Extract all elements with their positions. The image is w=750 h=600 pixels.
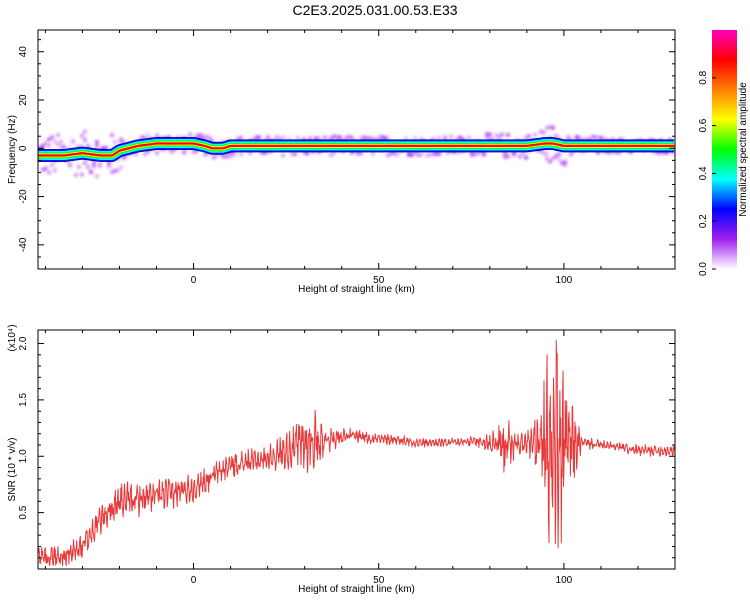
top-x-axis-label: Height of straight line (km)	[298, 284, 415, 295]
colorbar-tick-label: 0.0	[698, 262, 709, 276]
top-x-tick-label: 100	[556, 275, 573, 286]
bottom-x-tick-label: 100	[556, 575, 573, 586]
top-x-tick-label: 50	[373, 275, 385, 286]
colorbar-tick-label: 0.2	[698, 214, 709, 228]
top-y-tick-label: 40	[18, 46, 29, 58]
top-y-tick-label: 20	[18, 94, 29, 106]
colorbar-tick-label: 0.8	[698, 70, 709, 84]
bottom-y-tick-label: 1.5	[18, 393, 29, 407]
top-y-tick-label: 0	[18, 145, 29, 151]
bottom-x-tick-label: 0	[191, 575, 197, 586]
colorbar-tick-label: 0.4	[698, 166, 709, 180]
bottom-y-tick-label: 2.0	[18, 336, 29, 350]
colorbar-tick-label: 0.6	[698, 118, 709, 132]
figure-title: C2E3.2025.031.00.53.E33	[292, 2, 458, 18]
ridge-layer-4	[38, 142, 674, 157]
bottom-x-axis-label: Height of straight line (km)	[298, 584, 415, 595]
bottom-y-multiplier: (x10⁴)	[7, 324, 18, 351]
bottom-x-tick-label: 50	[373, 575, 385, 586]
snr-line	[38, 339, 675, 567]
bottom-y-tick-label: 0.5	[18, 505, 29, 519]
snr-series	[38, 339, 675, 567]
top-y-tick-label: -20	[18, 189, 29, 204]
bottom-y-axis-label: SNR (10 * v/v)	[7, 438, 18, 502]
spectral-band	[38, 124, 675, 179]
bottom-y-tick-label: 1.0	[18, 449, 29, 463]
colorbar-gradient	[712, 30, 737, 269]
top-y-tick-label: -40	[18, 237, 29, 252]
top-y-axis-label: Frequency (Hz)	[7, 115, 18, 184]
top-plot-frame	[37, 29, 676, 270]
bottom-plot-frame	[37, 329, 676, 570]
band-edge-top	[38, 137, 674, 150]
top-x-tick-label: 0	[191, 275, 197, 286]
colorbar-label: Normalized spectral amplitude	[738, 82, 749, 217]
band-edge-bottom	[38, 149, 674, 162]
